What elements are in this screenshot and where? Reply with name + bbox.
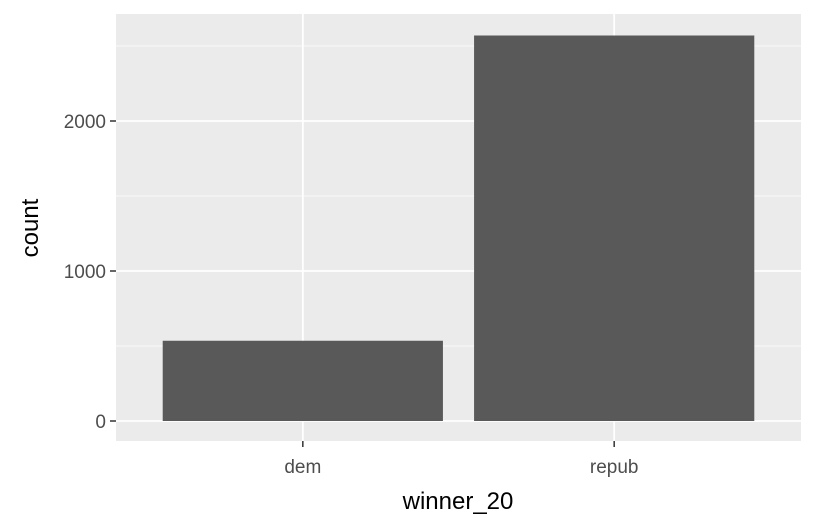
y-tick-label: 1000 bbox=[64, 262, 106, 283]
x-axis-title: winner_20 bbox=[402, 488, 514, 515]
y-tick-label: 0 bbox=[95, 412, 106, 433]
bars bbox=[162, 35, 755, 421]
x-tick-label-dem: dem bbox=[284, 457, 321, 478]
x-tick-label-repub: repub bbox=[590, 457, 639, 478]
y-axis-ticks: 0 1000 2000 bbox=[64, 112, 116, 433]
y-axis-title: count bbox=[17, 198, 44, 257]
x-axis-ticks: dem repub bbox=[284, 441, 638, 478]
bar-repub bbox=[474, 35, 755, 421]
y-tick-label: 2000 bbox=[64, 112, 106, 133]
bar-dem bbox=[162, 340, 443, 421]
